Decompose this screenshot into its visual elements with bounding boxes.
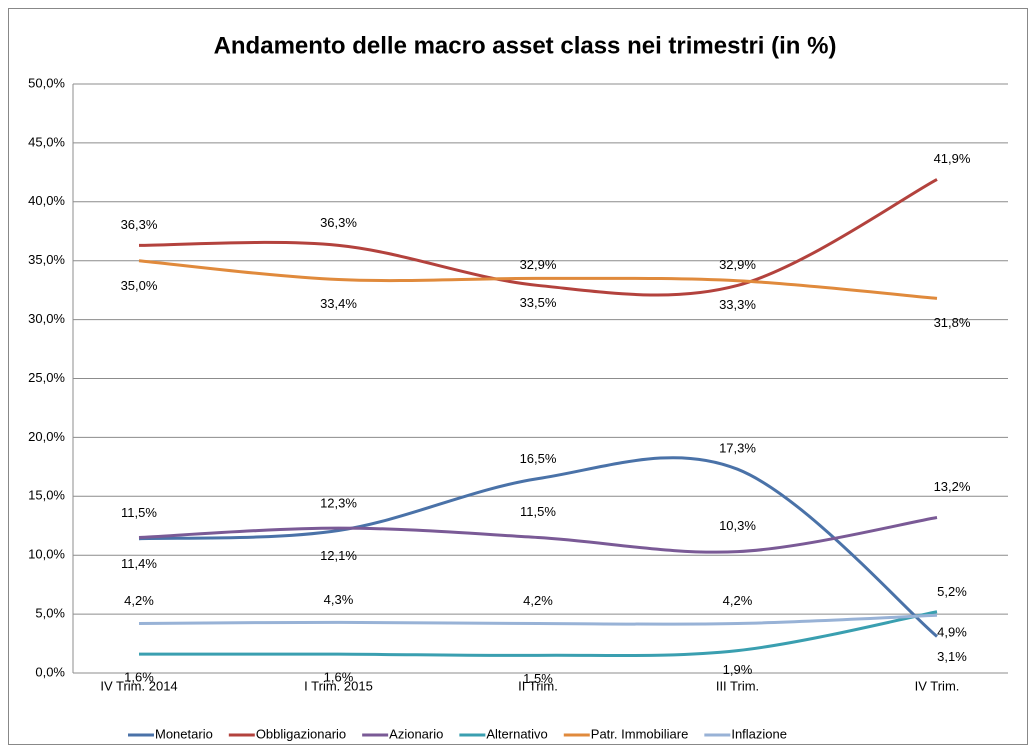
data-label: 32,9%	[520, 257, 557, 272]
y-tick-label: 10,0%	[28, 547, 65, 562]
y-tick-label: 15,0%	[28, 488, 65, 503]
series-line	[138, 178, 938, 297]
data-label: 5,2%	[937, 584, 967, 599]
legend-label: Monetario	[155, 726, 213, 741]
y-tick-label: 40,0%	[28, 193, 65, 208]
data-label: 31,8%	[934, 315, 971, 330]
data-label: 1,6%	[124, 670, 154, 685]
data-label: 35,0%	[121, 278, 158, 293]
y-tick-label: 30,0%	[28, 311, 65, 326]
data-label: 16,5%	[520, 451, 557, 466]
chart-title: Andamento delle macro asset class nei tr…	[214, 32, 837, 59]
x-tick-label: II Trim.	[518, 678, 558, 693]
data-label: 13,2%	[934, 479, 971, 494]
data-label: 36,3%	[320, 215, 357, 230]
data-label: 11,5%	[121, 505, 157, 520]
series-line	[138, 610, 938, 658]
data-label: 4,2%	[124, 593, 154, 608]
y-tick-label: 45,0%	[28, 134, 65, 149]
x-tick-label: IV Trim. 2014	[100, 678, 177, 693]
data-label: 12,1%	[320, 548, 357, 563]
y-tick-label: 35,0%	[28, 252, 65, 267]
data-label: 33,3%	[719, 297, 756, 312]
data-label: 41,9%	[934, 151, 971, 166]
series-line	[138, 516, 938, 554]
data-label: 4,3%	[324, 592, 354, 607]
legend-label: Obbligazionario	[256, 726, 346, 741]
legend-label: Patr. Immobiliare	[591, 726, 689, 741]
series-line	[138, 456, 938, 638]
data-label: 12,3%	[320, 496, 357, 511]
data-label: 1,5%	[523, 671, 553, 686]
data-label: 10,3%	[719, 518, 756, 533]
legend-label: Alternativo	[486, 726, 547, 741]
x-tick-label: I Trim. 2015	[304, 678, 373, 693]
y-tick-label: 20,0%	[28, 429, 65, 444]
data-label: 17,3%	[719, 441, 756, 456]
data-label: 36,3%	[121, 217, 158, 232]
data-label: 1,6%	[324, 670, 354, 685]
data-label: 33,4%	[320, 296, 357, 311]
y-tick-label: 0,0%	[35, 664, 65, 679]
series-line	[138, 613, 938, 626]
x-tick-label: IV Trim.	[915, 678, 960, 693]
legend-label: Inflazione	[731, 726, 787, 741]
y-tick-label: 5,0%	[35, 606, 65, 621]
legend-label: Azionario	[389, 726, 443, 741]
data-label: 4,2%	[523, 593, 553, 608]
data-label: 33,5%	[520, 295, 557, 310]
y-tick-label: 25,0%	[28, 370, 65, 385]
chart-border	[8, 8, 1028, 745]
data-label: 3,1%	[937, 649, 967, 664]
data-label: 1,9%	[723, 662, 753, 677]
data-label: 32,9%	[719, 257, 756, 272]
x-tick-label: III Trim.	[716, 678, 759, 693]
series-line	[138, 259, 938, 300]
data-label: 11,4%	[121, 556, 157, 571]
data-label: 4,2%	[723, 593, 753, 608]
y-tick-label: 50,0%	[28, 75, 65, 90]
data-label: 11,5%	[520, 504, 556, 519]
data-label: 4,9%	[937, 625, 967, 640]
